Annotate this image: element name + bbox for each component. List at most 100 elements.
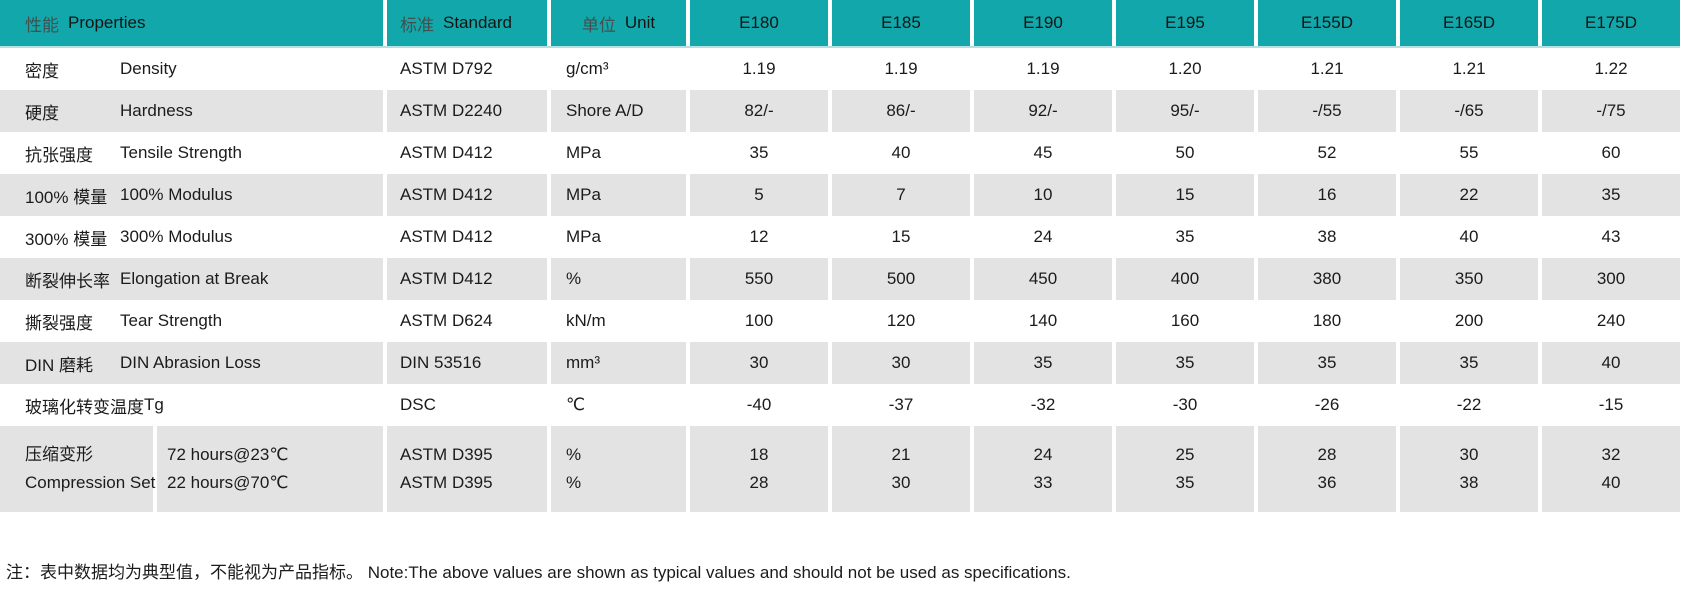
property-label-zh: 硬度 xyxy=(25,103,59,123)
header-properties-zh: 性能 xyxy=(25,15,59,35)
value-cell-e175d: 1.22 xyxy=(1594,59,1628,78)
compression-value-cell-e180: 18 28 xyxy=(690,426,828,512)
compression-label-en: Compression Set xyxy=(25,473,156,492)
property-label-zh: 断裂伸长率 xyxy=(25,271,110,291)
property-label-en: Hardness xyxy=(120,101,193,120)
table-row: 玻璃化转变温度 Tg DSC ℃ -40 -37 -32 -30 -26 -22 -15 xyxy=(0,384,1680,426)
table-row: 100% 模量 100% Modulus ASTM D412 MPa 5 7 10 15 16 2… xyxy=(0,174,1680,216)
value-cell-e165d: 55 xyxy=(1459,143,1479,162)
compression-value-cell-e175d: 32 40 xyxy=(1542,426,1680,512)
value-cell-e195: 15 xyxy=(1116,174,1254,216)
value-cell-e190: 450 xyxy=(974,258,1112,300)
value-cell-e195: 400 xyxy=(1116,258,1254,300)
header-properties: 性能 Properties xyxy=(0,0,383,46)
table-body: 密度 Density ASTM D792 g/cm³ 1.19 1.19 1.19 1.20 1… xyxy=(0,48,1680,426)
value-cell-e180: 5 xyxy=(690,174,828,216)
value-cell-e165d: 1.21 xyxy=(1452,59,1486,78)
compression-value-line1: 30 xyxy=(1459,445,1479,464)
property-label-zh: 密度 xyxy=(25,61,59,81)
property-label-en: 300% Modulus xyxy=(120,227,233,246)
compression-value-line1: 21 xyxy=(891,445,911,464)
value-cell-e155d: 38 xyxy=(1317,227,1337,246)
value-cell-e180: 30 xyxy=(690,342,828,384)
value-cell-e195: 160 xyxy=(1170,311,1200,330)
compression-unit-1: % xyxy=(566,445,582,464)
standard-cell: ASTM D792 xyxy=(400,59,493,78)
compression-label-zh: 压缩变形 xyxy=(25,445,93,464)
table-row: 硬度 Hardness ASTM D2240 Shore A/D 82/- 86/- 92/… xyxy=(0,90,1680,132)
value-cell-e165d: 350 xyxy=(1400,258,1538,300)
header-grade-label: E175D xyxy=(1585,13,1637,32)
value-cell-e190: 24 xyxy=(1033,227,1053,246)
header-grade-label: E165D xyxy=(1443,13,1495,32)
compression-value-line2: 36 xyxy=(1317,473,1337,492)
value-cell-e155d: 16 xyxy=(1258,174,1396,216)
property-label-en: Tear Strength xyxy=(120,311,223,330)
value-cell-e155d: 380 xyxy=(1258,258,1396,300)
header-grade-label: E195 xyxy=(1165,13,1205,32)
compression-unit-2: % xyxy=(566,473,582,492)
value-cell-e190: 45 xyxy=(1033,143,1053,162)
value-cell-e180: 100 xyxy=(744,311,774,330)
value-cell-e180: -40 xyxy=(746,395,772,414)
property-label-zh: 300% 模量 xyxy=(25,229,108,249)
value-cell-e195: -30 xyxy=(1172,395,1198,414)
header-grade-label: E180 xyxy=(739,13,779,32)
value-cell-e185: 500 xyxy=(832,258,970,300)
property-label-zh: 抗张强度 xyxy=(25,145,93,165)
compression-unit-cell: % % xyxy=(551,426,686,512)
header-grade-e190: E190 xyxy=(974,0,1112,46)
compression-value-line2: 33 xyxy=(1033,473,1053,492)
value-cell-e175d: 300 xyxy=(1542,258,1680,300)
compression-value-cell-e165d: 30 38 xyxy=(1400,426,1538,512)
compression-value-line2: 30 xyxy=(891,473,911,492)
unit-cell: MPa xyxy=(566,227,601,246)
value-cell-e185: 120 xyxy=(886,311,916,330)
table-row: 断裂伸长率 Elongation at Break ASTM D412% 550 500… xyxy=(0,258,1680,300)
value-cell-e185: 15 xyxy=(891,227,911,246)
standard-cell: ASTM D412 xyxy=(400,227,493,246)
value-cell-e190: 35 xyxy=(974,342,1112,384)
compression-value-line2: 35 xyxy=(1175,473,1195,492)
value-cell-e190: 92/- xyxy=(974,90,1112,132)
standard-cell: ASTM D412 xyxy=(387,174,547,216)
unit-cell: % xyxy=(551,258,686,300)
header-grade-e185: E185 xyxy=(832,0,970,46)
compression-value-cell-e185: 21 30 xyxy=(832,426,970,512)
table-header-row: 性能 Properties 标准 Standard 单位 Unit E180 E1… xyxy=(0,0,1680,48)
compression-condition-2: 22 hours@70℃ xyxy=(167,473,289,492)
value-cell-e175d: 43 xyxy=(1601,227,1621,246)
header-unit-en: Unit xyxy=(624,13,656,32)
value-cell-e195: 50 xyxy=(1175,143,1195,162)
compression-value-line2: 28 xyxy=(749,473,769,492)
unit-cell: Shore A/D xyxy=(551,90,686,132)
table-row: 300% 模量 300% Modulus ASTM D412 MPa 12 15 24 35 3… xyxy=(0,216,1680,258)
value-cell-e185: 30 xyxy=(832,342,970,384)
value-cell-e190: 10 xyxy=(974,174,1112,216)
compression-value-line2: 38 xyxy=(1459,473,1479,492)
standard-cell: DIN 53516 xyxy=(387,342,547,384)
standard-cell: ASTM D624 xyxy=(400,311,493,330)
header-standard-zh: 标准 xyxy=(400,15,434,35)
value-cell-e180: 1.19 xyxy=(742,59,776,78)
standard-cell: ASTM D412 xyxy=(387,258,547,300)
compression-condition-1: 72 hours@23℃ xyxy=(167,445,289,464)
header-standard: 标准 Standard xyxy=(387,0,547,46)
compression-value-cell-e155d: 28 36 xyxy=(1258,426,1396,512)
compression-standard-2: ASTM D395 xyxy=(400,473,493,492)
compression-value-line1: 32 xyxy=(1601,445,1621,464)
property-label-en: Elongation at Break xyxy=(120,269,269,288)
value-cell-e190: 1.19 xyxy=(1026,59,1060,78)
value-cell-e175d: -15 xyxy=(1598,395,1624,414)
property-cell: 玻璃化转变温度 Tg xyxy=(0,384,383,426)
compression-value-line2: 40 xyxy=(1601,473,1621,492)
unit-cell: mm³ xyxy=(551,342,686,384)
value-cell-e195: 95/- xyxy=(1116,90,1254,132)
compression-standard-1: ASTM D395 xyxy=(400,445,493,464)
property-cell: 抗张强度 Tensile Strength xyxy=(0,132,383,174)
header-standard-en: Standard xyxy=(443,13,512,32)
property-label-en: Density xyxy=(120,59,177,78)
value-cell-e175d: 60 xyxy=(1601,143,1621,162)
compression-value-line1: 28 xyxy=(1317,445,1337,464)
value-cell-e185: 7 xyxy=(832,174,970,216)
